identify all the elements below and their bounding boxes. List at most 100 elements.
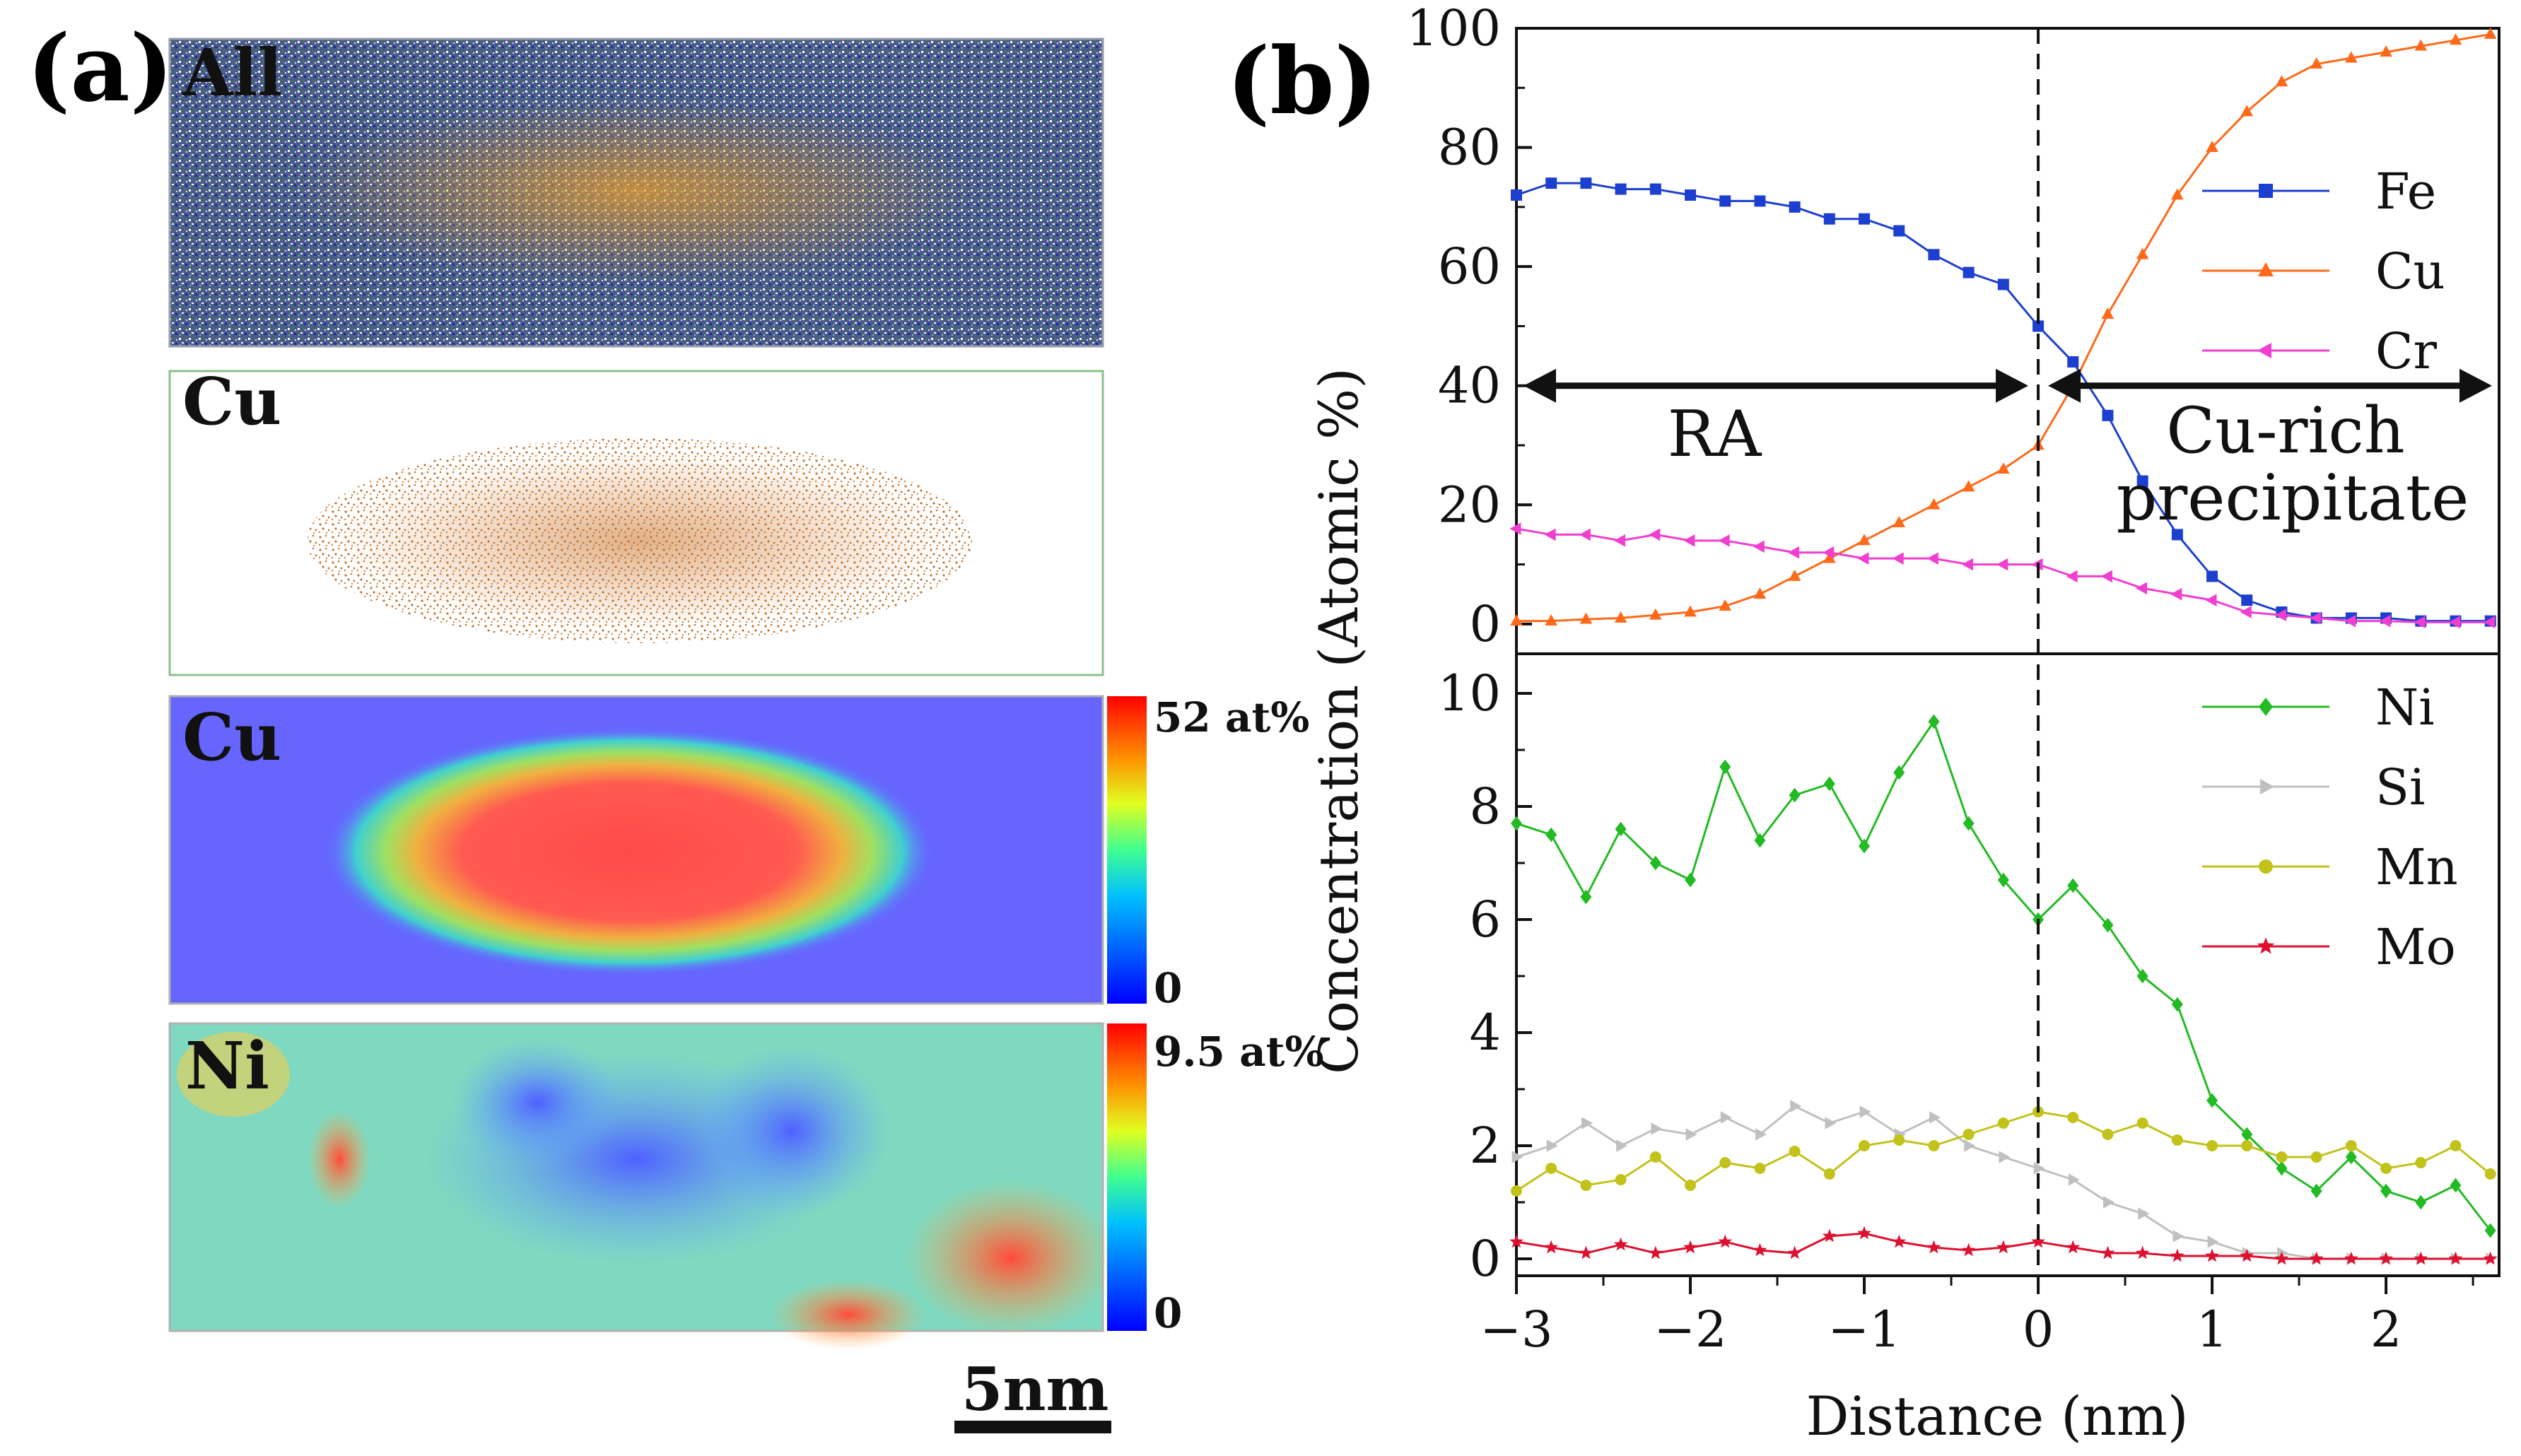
x-tick-label: 0 <box>2023 1301 2054 1358</box>
data-point-cr <box>1509 522 1521 535</box>
legend-item-mo: Mo <box>2202 918 2456 976</box>
data-point-cr <box>2136 582 2148 595</box>
data-point-cr <box>1926 552 1938 565</box>
data-point-cu <box>2414 39 2428 51</box>
legend-label: Cr <box>2375 322 2438 380</box>
data-point-si <box>1546 1139 1558 1152</box>
y-tick-label-lower: 2 <box>1469 1117 1501 1175</box>
data-point-cr <box>1892 552 1904 565</box>
data-point-cr <box>1753 540 1765 553</box>
data-point-cu <box>1579 612 1593 624</box>
legend-item-si: Si <box>2202 758 2425 816</box>
scale-bar-label: 5nm <box>961 1354 1109 1424</box>
data-point-mn <box>2380 1163 2392 1174</box>
data-point-mn <box>2067 1112 2079 1123</box>
arrow-head-right <box>1996 368 2029 403</box>
data-point-fe <box>1649 183 1661 195</box>
heat-map-cu: Cu 52 at% 0 <box>168 693 1309 1012</box>
data-point-cu <box>1545 614 1558 626</box>
data-point-si <box>1720 1111 1732 1124</box>
x-tick-label: −2 <box>1654 1301 1726 1358</box>
data-point-ni <box>2171 997 2183 1012</box>
data-point-mo <box>2170 1248 2184 1262</box>
data-point-ni <box>2345 1149 2357 1165</box>
y-tick-label-upper: 20 <box>1438 476 1501 534</box>
data-point-cr <box>2100 570 2112 583</box>
data-point-si <box>2033 1162 2045 1175</box>
heat-map-ni: Ni 9.5 at% 0 <box>168 1022 1324 1350</box>
y-tick-label-upper: 80 <box>1438 119 1501 177</box>
data-point-cu <box>1614 611 1627 623</box>
data-point-si <box>1929 1111 1941 1124</box>
data-point-mn <box>2450 1140 2462 1151</box>
data-point-ni <box>1893 765 1905 780</box>
data-point-mo <box>1613 1237 1628 1251</box>
data-point-ni <box>1719 759 1731 775</box>
data-point-fe <box>2067 356 2079 368</box>
data-point-cr <box>1823 546 1835 559</box>
data-point-mo <box>2483 1251 2498 1265</box>
legend-item-mn: Mn <box>2202 838 2458 896</box>
arrow-head-left <box>2048 368 2081 403</box>
data-point-cu <box>2101 307 2115 319</box>
legend-label: Fe <box>2375 163 2436 221</box>
atom-map-all: All <box>168 35 1104 348</box>
data-point-cu <box>2345 51 2358 63</box>
data-point-mo <box>2066 1240 2081 1254</box>
data-point-ni <box>2102 917 2114 933</box>
series-cu <box>1510 27 2497 626</box>
data-point-cu <box>2275 75 2288 87</box>
data-point-cu <box>1788 569 1801 581</box>
data-point-mn <box>2276 1151 2288 1163</box>
y-tick-label-upper: 60 <box>1438 237 1501 295</box>
legend-item-fe: Fe <box>2202 163 2436 221</box>
data-point-mo <box>2448 1251 2463 1265</box>
data-point-cu <box>2310 57 2323 69</box>
data-point-mn <box>1997 1117 2009 1129</box>
data-point-ni <box>2415 1194 2427 1210</box>
data-point-cr <box>2448 616 2460 629</box>
data-point-cr <box>2310 611 2322 625</box>
series-mn <box>1511 1106 2496 1197</box>
data-point-mo <box>1544 1240 1559 1254</box>
colorbar-ni-min: 0 <box>1154 1289 1182 1337</box>
legend-item-cr: Cr <box>2202 322 2438 380</box>
annotation-precipitate: precipitate <box>2117 461 2469 535</box>
plot-area: 0 20 40 60 80 100 Fe Cu Cr 0 2 4 6 8 10 Ni Si Mn Mo −3 −2 −1 0… <box>1406 0 2500 1358</box>
data-point-ni <box>2380 1183 2392 1199</box>
data-point-ni <box>2276 1161 2288 1176</box>
data-point-mo <box>1683 1240 1697 1254</box>
legend-item-cu: Cu <box>2202 242 2445 300</box>
data-point-fe <box>1997 278 2009 290</box>
arrow-ra <box>1523 368 2029 403</box>
legend-item-ni: Ni <box>2202 679 2435 736</box>
data-point-cr <box>1788 546 1800 559</box>
data-point-fe <box>1511 189 1522 201</box>
data-point-si <box>1685 1128 1697 1141</box>
y-tick-label-lower: 0 <box>1469 1230 1501 1288</box>
arrow-head-right <box>2459 368 2492 403</box>
data-point-mo <box>1996 1240 2011 1254</box>
legend-label: Si <box>2375 758 2425 816</box>
data-point-cr <box>1579 528 1591 541</box>
arrow-cu-rich <box>2048 368 2492 403</box>
data-point-cu <box>1893 515 1906 527</box>
data-point-si <box>1964 1139 1976 1152</box>
data-point-si <box>1755 1128 1767 1141</box>
data-point-mo <box>2344 1251 2358 1265</box>
legend-marker <box>2258 262 2274 276</box>
series-line-si <box>1516 1105 2491 1260</box>
y-tick-label-upper: 100 <box>1406 0 1501 57</box>
x-tick-label: −3 <box>1480 1301 1552 1358</box>
data-point-cu <box>1684 605 1697 617</box>
data-point-fe <box>1545 177 1557 189</box>
data-point-cu <box>2380 45 2392 57</box>
data-point-ni <box>1580 889 1592 905</box>
y-tick-label-lower: 8 <box>1469 777 1501 835</box>
data-point-mn <box>2310 1151 2322 1163</box>
data-point-fe <box>2136 475 2148 487</box>
data-point-mn <box>2102 1129 2114 1140</box>
legend-marker <box>2257 937 2275 954</box>
data-point-cr <box>1614 534 1626 547</box>
data-point-fe <box>1823 213 1835 225</box>
